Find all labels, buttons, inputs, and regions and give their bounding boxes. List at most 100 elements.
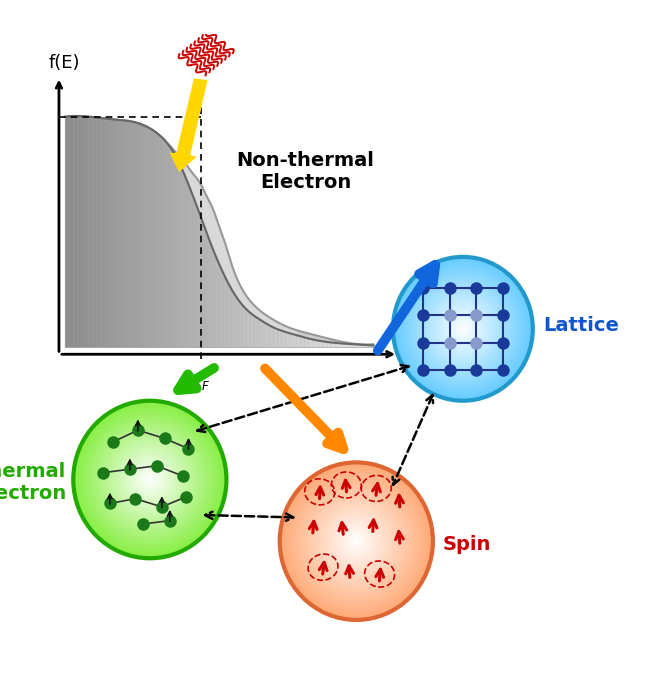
Circle shape (403, 267, 523, 390)
Circle shape (105, 434, 194, 525)
Circle shape (430, 295, 496, 363)
Circle shape (95, 423, 205, 536)
Polygon shape (188, 100, 202, 105)
Circle shape (77, 404, 223, 555)
Polygon shape (170, 78, 208, 172)
Circle shape (281, 464, 432, 619)
Circle shape (350, 535, 362, 547)
Circle shape (115, 443, 185, 516)
Circle shape (434, 299, 492, 359)
Polygon shape (182, 125, 196, 129)
Text: f(E): f(E) (48, 53, 80, 72)
Circle shape (144, 473, 156, 486)
Circle shape (123, 451, 177, 508)
Circle shape (75, 402, 225, 557)
Circle shape (131, 460, 168, 499)
Circle shape (406, 270, 520, 388)
Circle shape (432, 297, 494, 360)
Text: E$_F$: E$_F$ (191, 372, 210, 392)
Circle shape (404, 269, 521, 389)
Circle shape (286, 469, 427, 614)
Circle shape (330, 514, 382, 568)
Circle shape (92, 420, 208, 539)
Circle shape (352, 536, 361, 546)
Circle shape (425, 290, 501, 368)
Circle shape (315, 499, 398, 584)
Circle shape (442, 308, 484, 351)
Circle shape (113, 442, 186, 517)
Circle shape (426, 291, 500, 366)
Circle shape (410, 274, 516, 384)
Polygon shape (174, 162, 188, 166)
Circle shape (296, 479, 416, 603)
Circle shape (295, 478, 418, 604)
Circle shape (411, 275, 515, 382)
Circle shape (445, 310, 481, 347)
Circle shape (393, 257, 533, 401)
Circle shape (289, 472, 424, 610)
Circle shape (302, 486, 410, 596)
Polygon shape (170, 152, 195, 158)
Circle shape (129, 458, 171, 501)
Text: Thermal
Electron: Thermal Electron (0, 462, 67, 503)
Circle shape (418, 283, 507, 375)
Circle shape (448, 313, 478, 345)
Circle shape (83, 410, 217, 549)
Circle shape (428, 293, 498, 365)
Circle shape (124, 453, 176, 506)
Circle shape (394, 258, 531, 399)
Circle shape (407, 271, 519, 386)
Circle shape (84, 412, 216, 547)
Circle shape (79, 407, 220, 552)
Circle shape (101, 429, 199, 530)
Circle shape (462, 327, 464, 330)
Circle shape (149, 478, 151, 481)
Circle shape (98, 426, 202, 533)
Circle shape (340, 524, 373, 558)
Text: E: E (401, 345, 414, 363)
Polygon shape (177, 169, 182, 172)
Circle shape (446, 312, 480, 346)
Circle shape (396, 260, 530, 398)
Circle shape (90, 418, 210, 541)
Text: Lattice: Lattice (543, 316, 619, 335)
Circle shape (327, 511, 386, 571)
Circle shape (301, 484, 412, 598)
Circle shape (147, 476, 153, 483)
Circle shape (125, 454, 174, 505)
Circle shape (96, 425, 204, 534)
Polygon shape (186, 109, 200, 114)
Polygon shape (176, 165, 186, 169)
Circle shape (456, 322, 470, 336)
Circle shape (346, 530, 367, 552)
Circle shape (329, 513, 384, 569)
Polygon shape (177, 146, 192, 151)
Circle shape (355, 540, 358, 543)
Circle shape (421, 286, 505, 372)
Circle shape (280, 462, 433, 620)
Circle shape (133, 462, 166, 497)
Circle shape (298, 482, 414, 601)
Circle shape (104, 432, 196, 527)
Circle shape (143, 471, 157, 488)
Circle shape (452, 317, 474, 340)
Polygon shape (191, 88, 205, 92)
Circle shape (439, 304, 487, 353)
Circle shape (119, 448, 180, 511)
Circle shape (314, 497, 399, 585)
Circle shape (414, 278, 511, 379)
Polygon shape (185, 112, 200, 117)
Circle shape (460, 326, 466, 332)
Circle shape (342, 527, 370, 556)
Circle shape (121, 449, 179, 510)
Circle shape (431, 296, 495, 362)
Circle shape (118, 447, 182, 512)
Circle shape (81, 408, 218, 551)
Polygon shape (187, 103, 202, 108)
Circle shape (316, 500, 396, 582)
Polygon shape (186, 106, 201, 111)
Circle shape (341, 525, 372, 557)
Circle shape (449, 314, 477, 343)
Circle shape (309, 493, 404, 590)
Polygon shape (192, 82, 207, 86)
